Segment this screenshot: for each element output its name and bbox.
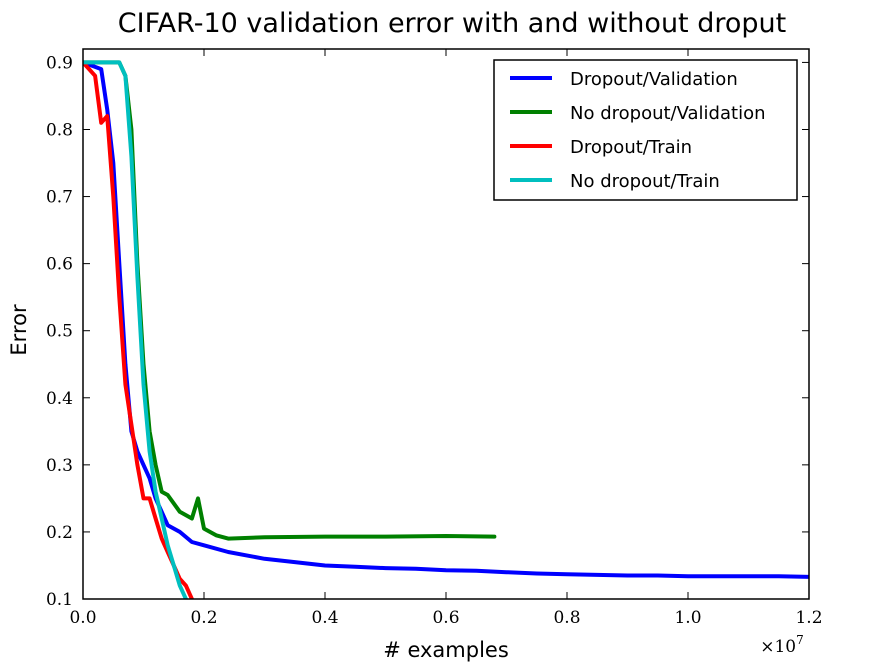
- x-tick-label: 0.6: [432, 608, 459, 628]
- y-axis-label: Error: [7, 304, 31, 356]
- plot-frame: [82, 48, 810, 600]
- y-tick-label: 0.9: [46, 53, 73, 73]
- x-tick-label: 0.8: [553, 608, 580, 628]
- y-tick-label: 0.8: [46, 120, 73, 140]
- x-tick-label: 1.0: [674, 608, 701, 628]
- y-tick-label: 0.5: [46, 322, 73, 342]
- plot-lines: [83, 60, 809, 599]
- legend-label-no-dropout-train: No dropout/Train: [570, 171, 720, 192]
- y-tick-label: 0.2: [46, 523, 73, 543]
- x-axis-scale-base: ×10: [760, 637, 796, 657]
- x-axis-scale-note: ×107: [760, 633, 804, 657]
- legend-label-dropout-validation: Dropout/Validation: [570, 69, 738, 90]
- chart-title: CIFAR-10 validation error with and witho…: [118, 8, 786, 39]
- axis-ticks: 0.0 0.2 0.4 0.6 0.8 1.0 1.2 0.1 0.2 0.3 0.4 0.5 0.6 0…: [46, 49, 823, 628]
- legend-label-no-dropout-validation: No dropout/Validation: [570, 103, 766, 124]
- y-tick-label: 0.6: [46, 255, 73, 275]
- x-tick-label: 1.2: [795, 608, 822, 628]
- x-tick-label: 0.0: [69, 608, 96, 628]
- x-tick-label: 0.4: [311, 608, 338, 628]
- y-tick-label: 0.1: [46, 590, 73, 610]
- y-tick-label: 0.7: [46, 188, 73, 208]
- legend: Dropout/Validation No dropout/Validation D…: [493, 59, 798, 201]
- series-line-no-dropout-train: [83, 60, 188, 599]
- x-axis-scale-exponent: 7: [796, 633, 804, 647]
- legend-frame: [493, 59, 798, 201]
- y-tick-label: 0.4: [46, 389, 73, 409]
- x-tick-label: 0.2: [190, 608, 217, 628]
- y-tick-label: 0.3: [46, 456, 73, 476]
- series-line-dropout-train: [83, 60, 194, 599]
- x-axis-label: # examples: [383, 638, 509, 662]
- legend-label-dropout-train: Dropout/Train: [570, 137, 692, 158]
